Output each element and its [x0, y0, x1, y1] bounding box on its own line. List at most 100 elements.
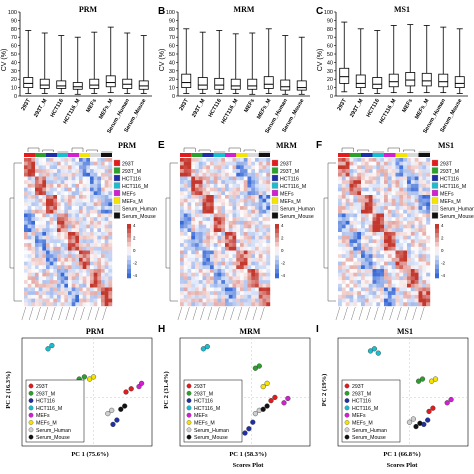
heatmap-cell [361, 280, 366, 284]
heatmap-cell [35, 228, 39, 233]
pca-legend-label: Serum_Human [36, 428, 71, 434]
heatmap-cell [225, 287, 229, 292]
heatmap-cell [27, 187, 32, 192]
heatmap-cell [338, 165, 343, 170]
heatmap-cell [262, 239, 267, 244]
heatmap-cell [86, 187, 91, 192]
heatmap-cell [90, 158, 94, 162]
panel-title-mrm-bottom: MRM [240, 327, 261, 336]
heatmap-cell [422, 287, 427, 292]
heatmap-cell [75, 187, 80, 192]
heatmap-cell [407, 158, 412, 162]
pca-point [410, 416, 417, 422]
heatmap-cell [258, 254, 263, 259]
heatmap-cell [391, 202, 396, 207]
heatmap-cell [206, 257, 211, 262]
heatmap-cell [24, 217, 28, 222]
heatmap-cell [53, 257, 58, 262]
heatmap-cell [240, 283, 244, 288]
heatmap-cell [236, 257, 241, 262]
heatmap-cell [46, 265, 50, 270]
heatmap-cell [38, 180, 43, 185]
heatmap-cell [266, 265, 271, 270]
heatmap-cell [108, 298, 113, 303]
heatmap-cell [353, 280, 358, 284]
heatmap-cell [380, 261, 385, 266]
heatmap-cell [372, 209, 377, 214]
heatmap-cell [380, 180, 385, 185]
heatmap-cell [407, 272, 412, 277]
heatmap-cell [101, 246, 105, 251]
heatmap-cell [97, 158, 102, 162]
heatmap-cell [407, 283, 412, 288]
heatmap-cell [46, 257, 50, 262]
heatmap-cell [426, 276, 431, 281]
heatmap-cell [64, 183, 69, 188]
heatmap-cell [399, 198, 404, 203]
pca-point [252, 411, 259, 417]
heatmap-cell [357, 191, 362, 196]
heatmap-cell [236, 232, 241, 236]
heatmap-cell [262, 250, 267, 255]
heatmap-cell [46, 165, 50, 170]
y-tick-label: 60 [169, 44, 175, 50]
heatmap-cell [104, 272, 109, 277]
heatmap-cell [236, 191, 241, 196]
heatmap-cell [240, 213, 244, 218]
heatmap-cell [247, 224, 252, 229]
heatmap-cell [232, 220, 237, 225]
heatmap-cell [368, 202, 373, 207]
heatmap-cell [399, 161, 404, 166]
heatmap-cell [384, 246, 389, 251]
pca-legend-marker [344, 412, 350, 418]
heatmap-cell [86, 206, 91, 210]
heatmap-cell [68, 261, 72, 266]
legend-swatch [271, 174, 279, 182]
group-color-bar [247, 153, 259, 157]
heatmap-cell [361, 239, 366, 244]
heatmap-cell [187, 272, 192, 277]
heatmap-cell [247, 276, 252, 281]
heatmap-cell [57, 217, 61, 222]
heatmap-cell [384, 180, 389, 185]
heatmap-cell [187, 195, 192, 199]
heatmap-cell [38, 250, 43, 255]
heatmap-cell [82, 224, 87, 229]
colorbar-segment [275, 264, 279, 270]
heatmap-cell [399, 298, 404, 303]
heatmap-cell [64, 217, 69, 222]
heatmap-cell [180, 280, 184, 284]
heatmap-cell [90, 298, 94, 303]
x-tick-label: HCT116_M [220, 98, 239, 125]
heatmap-cell [68, 183, 72, 188]
heatmap-cell [60, 291, 65, 296]
y-tick-label: 80 [11, 27, 17, 33]
heatmap-cell [410, 187, 415, 192]
heatmap-cell [407, 180, 412, 185]
heatmap-cell [49, 272, 54, 277]
pca-legend-marker [28, 434, 34, 440]
heatmap-cell [71, 254, 76, 259]
heatmap-cell [338, 183, 343, 188]
heatmap-cell [255, 235, 259, 240]
column-label-tick [72, 306, 78, 321]
heatmap-cell [243, 235, 248, 240]
heatmap-cell [71, 302, 76, 307]
heatmap-cell [75, 280, 80, 284]
heatmap-cell [104, 246, 109, 251]
heatmap-cell [376, 232, 381, 236]
heatmap-cell [410, 198, 415, 203]
heatmap-cell [213, 302, 218, 307]
heatmap-cell [243, 202, 248, 207]
heatmap-cell [361, 213, 366, 218]
heatmap-cell [338, 176, 343, 181]
heatmap-cell [213, 220, 218, 225]
heatmap-cell [399, 209, 404, 214]
heatmap-cell [210, 235, 214, 240]
heatmap-cell [391, 269, 396, 273]
heatmap-cell [57, 261, 61, 266]
heatmap-cell [75, 246, 80, 251]
heatmap-cell [240, 191, 244, 196]
heatmap-cell [27, 198, 32, 203]
colorbar-segment [275, 246, 279, 252]
